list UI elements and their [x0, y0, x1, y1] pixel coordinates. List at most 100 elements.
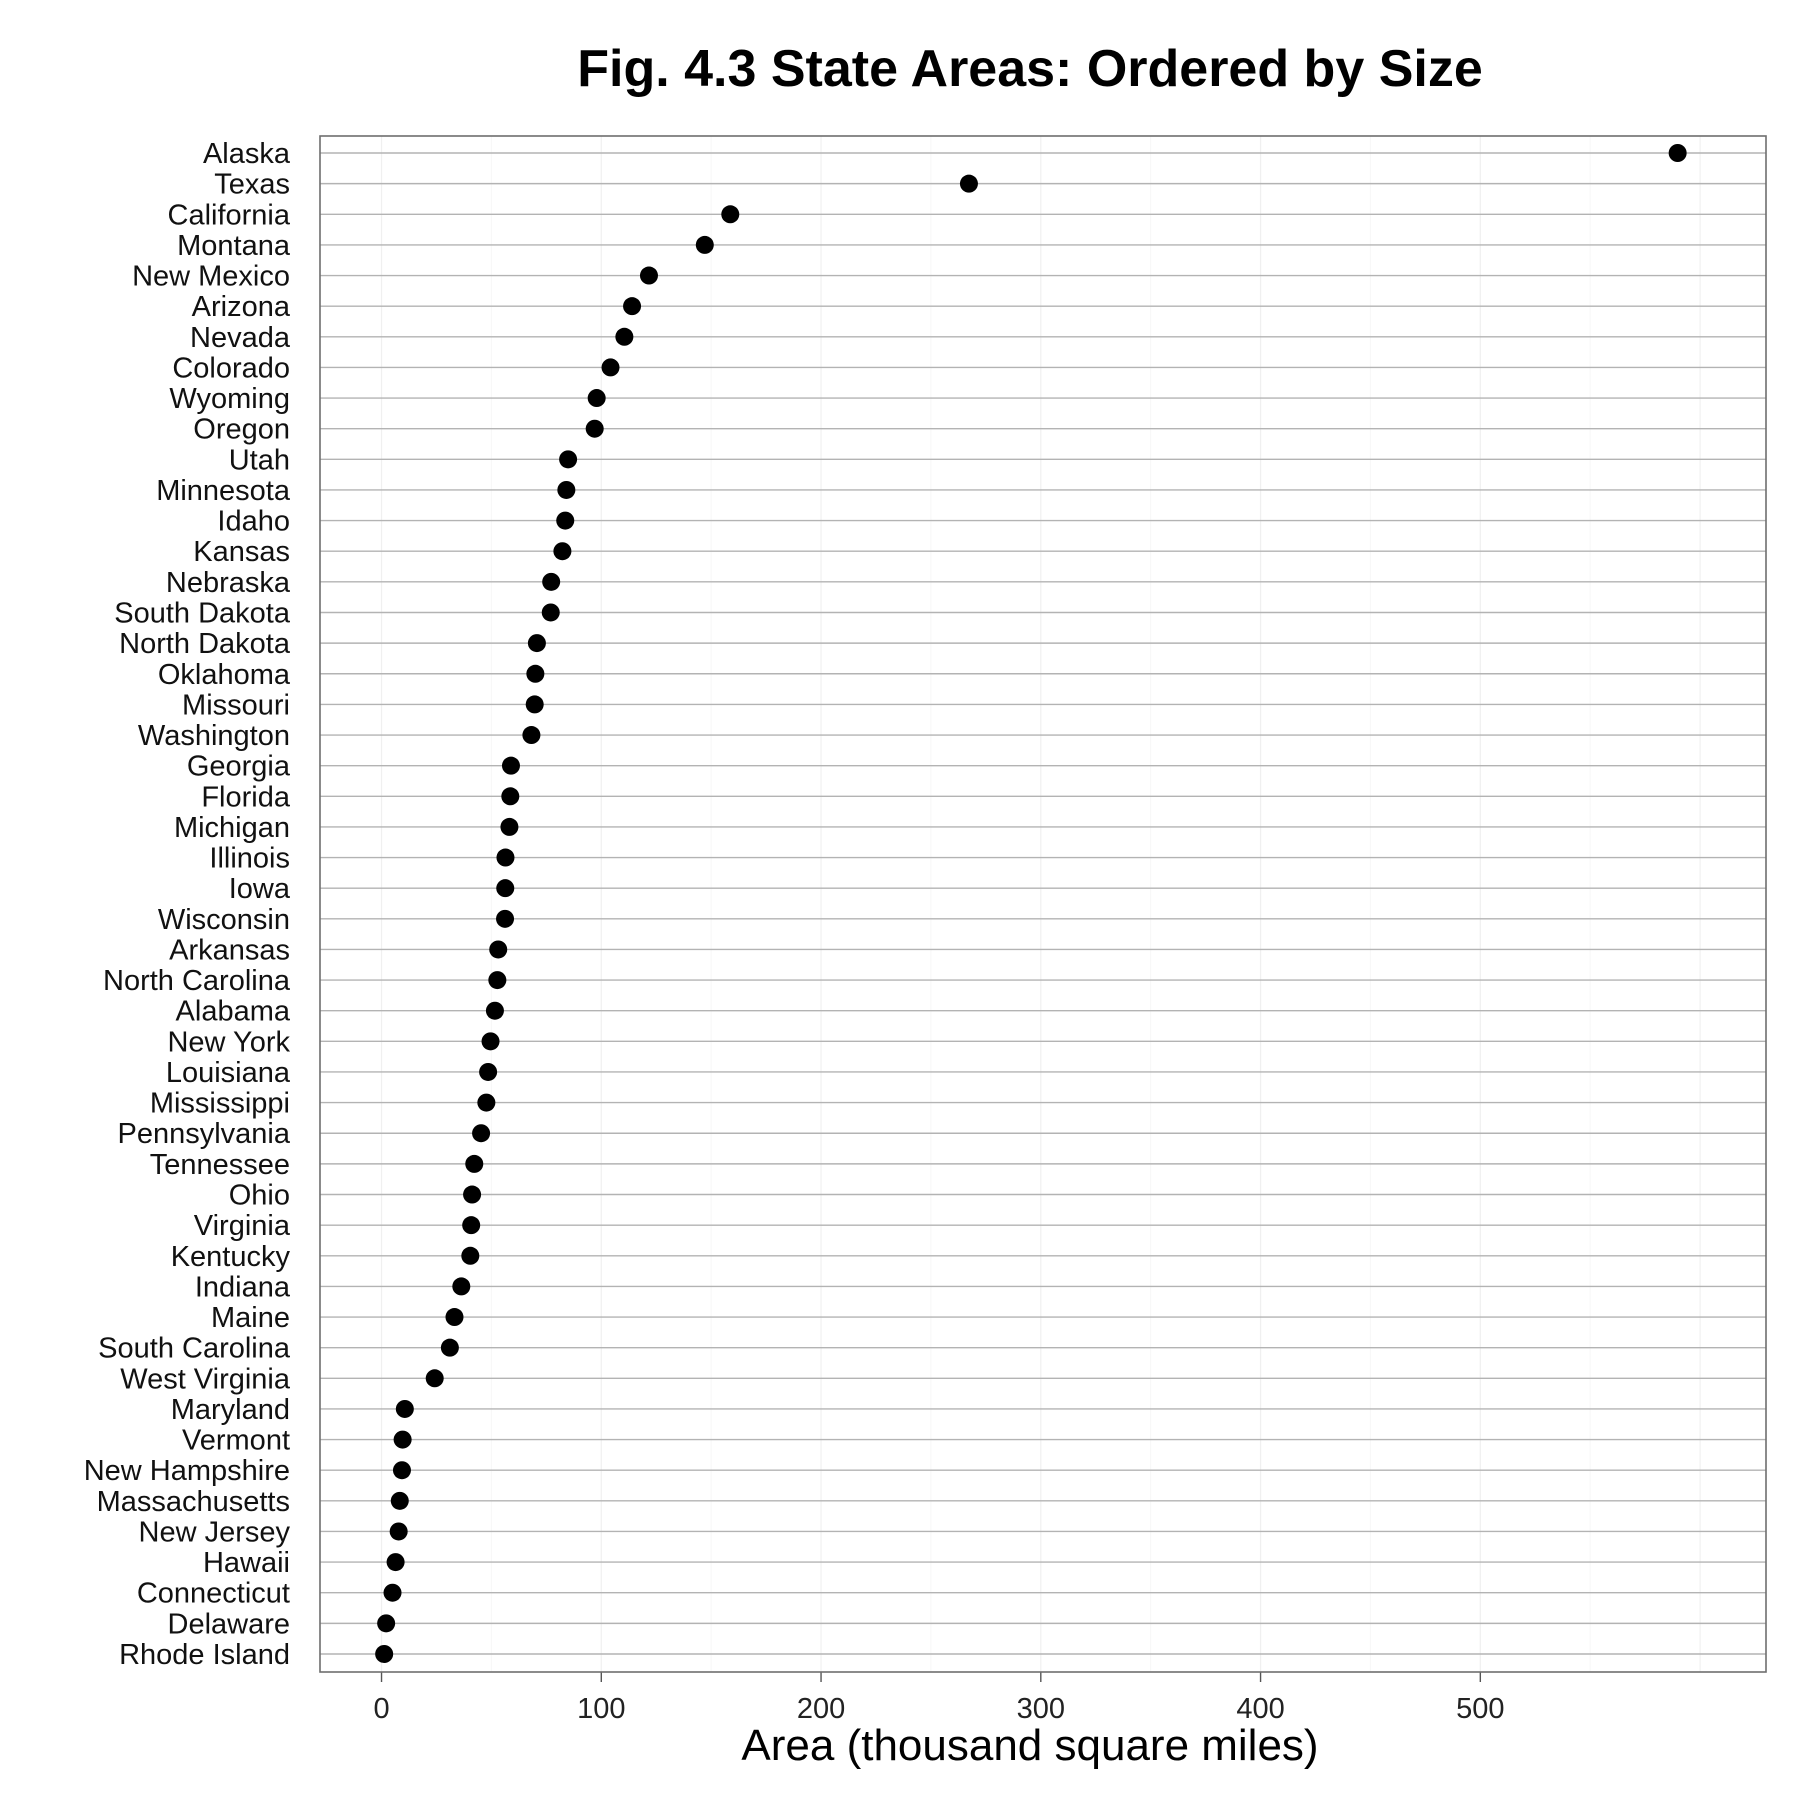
state-label: Illinois: [209, 843, 290, 875]
x-tick-label: 500: [1456, 1693, 1504, 1725]
state-label: New Jersey: [139, 1516, 291, 1548]
data-point: [639, 266, 658, 285]
data-point: [461, 1246, 480, 1265]
state-label: New Hampshire: [84, 1455, 290, 1487]
state-label: Ohio: [229, 1180, 290, 1212]
data-point: [488, 971, 507, 990]
state-label: Louisiana: [166, 1057, 291, 1089]
data-point: [383, 1583, 402, 1602]
state-label: Pennsylvania: [118, 1118, 291, 1150]
data-point: [500, 817, 519, 836]
state-label: Iowa: [229, 873, 291, 905]
state-label: Alaska: [203, 138, 291, 170]
data-point: [377, 1614, 396, 1633]
state-label: Connecticut: [137, 1578, 290, 1610]
state-label: Washington: [138, 720, 290, 752]
state-label: Rhode Island: [119, 1639, 290, 1671]
data-point: [389, 1522, 408, 1541]
data-point: [542, 572, 561, 591]
x-tick-label: 100: [577, 1693, 625, 1725]
state-label: Idaho: [217, 506, 290, 538]
data-point: [463, 1185, 482, 1204]
data-point: [386, 1553, 405, 1572]
x-tick-label: 400: [1236, 1693, 1284, 1725]
x-axis-label: Area (thousand square miles): [741, 1721, 1318, 1770]
state-label: Kentucky: [171, 1241, 291, 1273]
chart-title: Fig. 4.3 State Areas: Ordered by Size: [577, 40, 1483, 98]
state-label: Colorado: [172, 352, 290, 384]
data-point: [375, 1645, 394, 1663]
data-point: [465, 1154, 484, 1173]
data-points: [375, 144, 1687, 1663]
x-tick-label: 300: [1017, 1693, 1065, 1725]
state-label: Delaware: [168, 1608, 291, 1640]
state-label: Georgia: [187, 751, 291, 783]
state-label: Wyoming: [169, 383, 290, 415]
state-label: Nevada: [190, 322, 291, 354]
state-label: Arizona: [192, 291, 291, 323]
data-point: [623, 297, 642, 316]
state-label: West Virginia: [120, 1363, 291, 1395]
state-label: Michigan: [174, 812, 290, 844]
data-point: [462, 1216, 481, 1235]
data-point: [496, 848, 515, 867]
plot-frame: [319, 135, 1767, 1673]
state-label: Kansas: [193, 536, 290, 568]
data-point: [395, 1399, 414, 1418]
state-label: Wisconsin: [158, 904, 290, 936]
data-point: [501, 756, 520, 775]
state-label: Hawaii: [203, 1547, 290, 1579]
data-point: [452, 1277, 471, 1296]
state-label: Maryland: [171, 1394, 290, 1426]
state-label: Tennessee: [150, 1149, 290, 1181]
x-tick-label: 200: [797, 1693, 845, 1725]
data-point: [425, 1369, 444, 1388]
x-tick-label: 0: [373, 1693, 389, 1725]
data-point: [496, 909, 515, 928]
data-point: [522, 726, 541, 745]
state-label: New Mexico: [132, 261, 290, 293]
state-label: California: [168, 199, 291, 231]
state-label: Alabama: [176, 996, 291, 1028]
state-label: Indiana: [195, 1271, 291, 1303]
data-point: [721, 205, 740, 224]
data-point: [557, 480, 576, 499]
state-label: Utah: [229, 444, 290, 476]
state-label: Missouri: [182, 689, 290, 721]
data-point: [541, 603, 560, 622]
data-point: [393, 1430, 412, 1449]
data-point: [392, 1461, 411, 1480]
state-label: Vermont: [182, 1425, 290, 1457]
data-point: [695, 235, 714, 254]
data-point: [615, 327, 634, 346]
state-label: Virginia: [194, 1210, 291, 1242]
data-point: [527, 634, 546, 653]
data-point: [525, 695, 544, 714]
data-point: [496, 879, 515, 898]
data-point: [587, 389, 606, 408]
data-point: [390, 1491, 409, 1510]
data-point: [472, 1124, 491, 1143]
state-label: Montana: [177, 230, 291, 262]
grid-lines: [320, 136, 1766, 1672]
x-axis-ticks: 0 100 200 300 400 500: [373, 1672, 1505, 1725]
data-point: [477, 1093, 496, 1112]
data-point: [526, 664, 545, 683]
data-point: [481, 1032, 500, 1051]
data-point: [440, 1338, 459, 1357]
data-point: [445, 1308, 464, 1327]
data-point: [479, 1062, 498, 1081]
state-label: Maine: [211, 1302, 290, 1334]
state-label: Arkansas: [169, 934, 290, 966]
state-label: North Dakota: [119, 628, 291, 660]
data-point: [553, 542, 572, 561]
state-label: Oklahoma: [158, 659, 291, 691]
data-point: [959, 174, 978, 193]
data-point: [489, 940, 508, 959]
data-point: [601, 358, 620, 377]
state-label: North Carolina: [103, 965, 291, 997]
state-label: South Carolina: [98, 1333, 291, 1365]
state-label: Texas: [214, 169, 290, 201]
